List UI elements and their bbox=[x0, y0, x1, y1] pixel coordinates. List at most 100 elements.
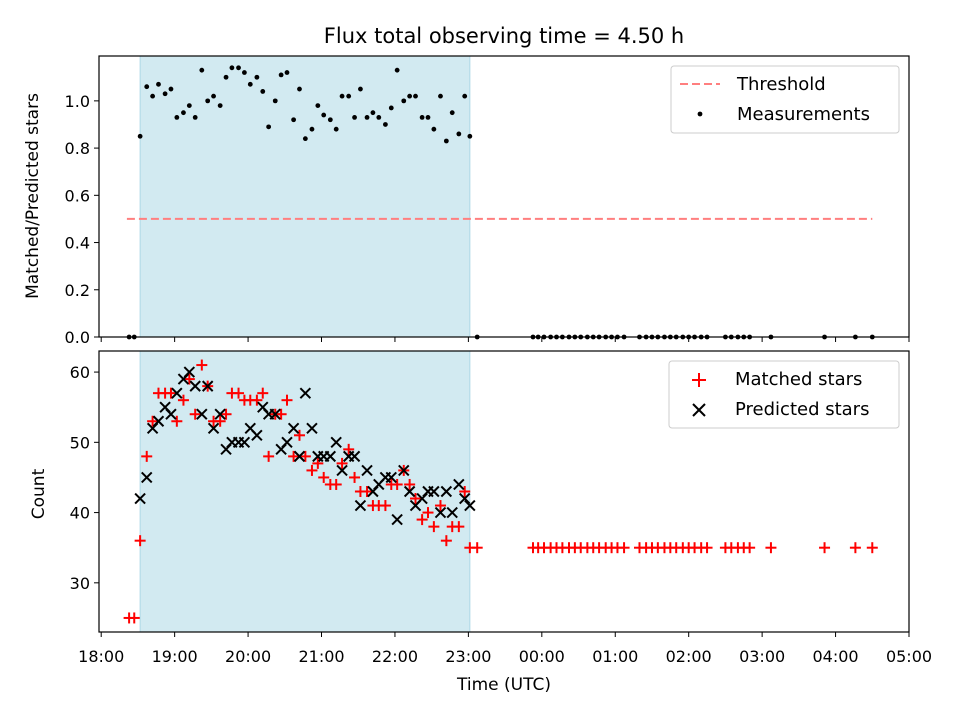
matched-point bbox=[318, 471, 330, 483]
predicted-point bbox=[428, 485, 440, 498]
count-legend-box bbox=[668, 360, 900, 429]
predicted-point bbox=[214, 408, 226, 420]
matched-point bbox=[391, 478, 403, 490]
matched-point bbox=[744, 542, 756, 554]
measurement-point bbox=[199, 67, 205, 73]
matched-point bbox=[263, 450, 275, 462]
matched-point bbox=[330, 478, 342, 490]
chart-title: Flux total observing time = 4.50 h bbox=[324, 24, 684, 48]
measurement-point bbox=[291, 117, 297, 123]
matched-point bbox=[349, 471, 361, 483]
measurement-point bbox=[346, 93, 352, 99]
legend-predicted-label: Predicted stars bbox=[735, 399, 869, 420]
matched-point bbox=[183, 373, 195, 385]
count-x-ticks: 18:00 19:00 20:00 21:00 22:00 23:00 00:00 01:00… bbox=[78, 632, 932, 666]
measurement-point bbox=[150, 93, 156, 99]
predicted-point bbox=[201, 380, 214, 392]
measurement-point bbox=[456, 131, 462, 137]
matched-point bbox=[196, 359, 208, 371]
measurement-point bbox=[462, 93, 468, 99]
matched-point bbox=[866, 542, 878, 554]
ratio-y-tick-label: 0.6 bbox=[65, 186, 90, 205]
measurement-point bbox=[302, 136, 308, 142]
predicted-point bbox=[348, 450, 361, 463]
ratio-legend-box bbox=[670, 65, 900, 134]
predicted-point bbox=[171, 387, 183, 399]
matched-point bbox=[849, 542, 861, 554]
count-y-ticks: 30 40 50 60 bbox=[70, 363, 99, 593]
matched-point bbox=[251, 394, 263, 406]
legend-measurements-swatch bbox=[697, 111, 703, 117]
ratio-y-ticks: 0.0 0.2 0.4 0.6 0.8 1.0 bbox=[65, 92, 99, 347]
measurement-point bbox=[174, 114, 180, 120]
matched-point bbox=[257, 387, 269, 399]
matched-point bbox=[134, 535, 146, 547]
predicted-point bbox=[152, 415, 165, 427]
ratio-y-tick-label: 1.0 bbox=[65, 92, 90, 111]
measurement-point bbox=[438, 93, 443, 99]
measurement-point bbox=[144, 84, 150, 90]
predicted-point bbox=[293, 450, 306, 463]
matched-point bbox=[440, 535, 452, 547]
matched-point bbox=[293, 429, 305, 441]
matched-point bbox=[336, 457, 348, 469]
x-tick-label: 04:00 bbox=[813, 647, 859, 666]
matched-point bbox=[819, 542, 831, 554]
count-panel: 30 40 50 60 18:00 19:00 20:00 21:00 22:00 23:00 0… bbox=[29, 350, 932, 695]
matched-point bbox=[428, 521, 440, 533]
ratio-panel: 0.0 0.2 0.4 0.6 0.8 1.0 Matched/Predicted sta… bbox=[23, 55, 910, 347]
predicted-point bbox=[281, 436, 293, 449]
measurement-point bbox=[327, 117, 333, 123]
measurement-point bbox=[443, 138, 449, 144]
count-y-tick-label: 40 bbox=[70, 504, 90, 523]
matched-point bbox=[233, 387, 245, 399]
predicted-point bbox=[141, 471, 153, 484]
count-shaded-interval bbox=[139, 350, 471, 633]
predicted-point bbox=[446, 506, 458, 519]
count-y-tick-label: 30 bbox=[70, 574, 90, 593]
predicted-point bbox=[361, 464, 373, 477]
measurement-point bbox=[229, 65, 235, 71]
measurement-point bbox=[236, 65, 241, 71]
predicted-point bbox=[287, 422, 300, 434]
matched-point bbox=[128, 612, 140, 624]
x-tick-label: 01:00 bbox=[592, 647, 638, 666]
measurement-point bbox=[383, 122, 388, 127]
matched-point bbox=[288, 450, 300, 462]
predicted-points bbox=[134, 366, 476, 526]
matched-point bbox=[171, 415, 183, 427]
ratio-axes-frame bbox=[98, 55, 910, 338]
measurement-point bbox=[431, 126, 437, 132]
matched-point bbox=[306, 464, 318, 476]
predicted-point bbox=[196, 408, 208, 420]
measurement-point bbox=[278, 72, 284, 78]
matched-point bbox=[189, 408, 201, 420]
measurement-point bbox=[137, 133, 143, 139]
matched-point bbox=[459, 486, 471, 497]
matched-point bbox=[422, 507, 434, 519]
predicted-point bbox=[238, 436, 251, 449]
predicted-point bbox=[134, 492, 146, 505]
legend-threshold-label: Threshold bbox=[736, 74, 826, 95]
predicted-point bbox=[403, 485, 416, 498]
measurement-point bbox=[223, 74, 229, 80]
measurement-point bbox=[272, 98, 278, 104]
predicted-point bbox=[207, 422, 220, 434]
x-tick-label: 19:00 bbox=[152, 647, 198, 666]
count-y-axis-label: Count bbox=[29, 468, 49, 519]
matched-point bbox=[453, 521, 465, 533]
predicted-point bbox=[299, 387, 312, 399]
measurement-point bbox=[376, 114, 382, 120]
matched-point bbox=[165, 387, 177, 399]
matched-point bbox=[281, 394, 293, 406]
matched-point bbox=[765, 542, 777, 554]
matched-point bbox=[177, 394, 189, 406]
measurement-point bbox=[401, 98, 407, 104]
measurement-point bbox=[186, 103, 192, 108]
measurement-point bbox=[407, 93, 413, 99]
predicted-point bbox=[336, 464, 348, 477]
measurement-point bbox=[388, 105, 394, 111]
measurement-point bbox=[449, 110, 455, 116]
ratio-legend: Threshold Measurements bbox=[670, 65, 900, 134]
